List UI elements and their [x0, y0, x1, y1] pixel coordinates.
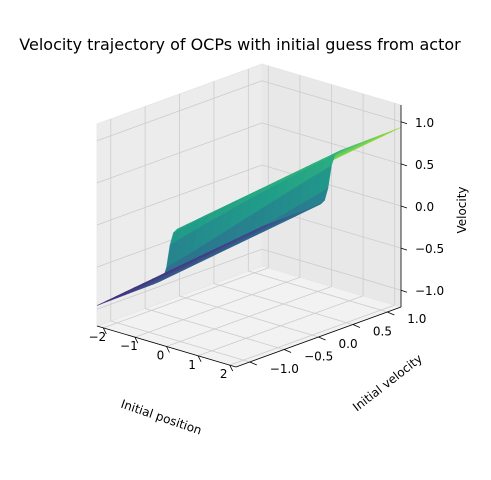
y-tick — [249, 361, 257, 366]
gridline-y — [110, 320, 250, 363]
gridline-z — [261, 122, 402, 165]
z-tick — [400, 289, 408, 293]
gridline-z — [96, 164, 263, 226]
gridline-y — [179, 295, 319, 338]
x-axis-label: Initial position — [119, 397, 204, 438]
tick-marks: −2 −1 0 1 2 −1.0 −0.5 0.0 0.5 1.0 −1.0 −0.5 0.0 0.5 1.… — [88, 116, 444, 381]
z-tick-label: 1.0 — [415, 116, 434, 130]
y-axis-label: Initial velocity — [350, 351, 425, 414]
gridline-y — [144, 308, 285, 350]
y-tick-label: 1.0 — [407, 312, 426, 326]
y-tick — [352, 324, 361, 328]
y-tick-label: 0.5 — [373, 325, 392, 339]
x-tick-label: 1 — [188, 358, 196, 372]
z-tick-label: 0.0 — [415, 200, 434, 214]
y-tick — [283, 349, 292, 353]
x-tick — [102, 327, 107, 335]
gridline-y — [248, 270, 388, 313]
chart-title: Velocity trajectory of OCPs with initial… — [19, 35, 461, 54]
z-tick-label: 0.5 — [415, 158, 434, 172]
z-tick-label: −1.0 — [415, 284, 444, 298]
z-tick — [400, 121, 408, 125]
gridline-z — [261, 164, 402, 207]
gridline-z — [261, 248, 402, 291]
gridline-y — [213, 283, 354, 325]
x-tick-label: −1 — [120, 339, 138, 353]
gridline-z — [96, 80, 263, 142]
x-tick-label: −2 — [88, 330, 106, 344]
gridline-z — [261, 80, 402, 123]
y-tick — [387, 311, 395, 316]
x-tick-label: 0 — [157, 349, 165, 363]
z-tick — [400, 163, 408, 167]
x-tick — [166, 346, 170, 353]
y-tick-label: −1.0 — [270, 362, 299, 376]
z-tick — [400, 247, 408, 251]
x-tick-label: 2 — [220, 367, 228, 381]
y-tick — [318, 336, 326, 341]
z-tick — [400, 205, 408, 209]
x-tick — [197, 355, 202, 362]
gridline-z — [96, 248, 263, 310]
y-tick-label: −0.5 — [304, 350, 333, 364]
z-tick-label: −0.5 — [415, 242, 444, 256]
z-axis-label: Velocity — [455, 186, 469, 233]
x-tick — [134, 337, 139, 344]
surface-facet — [252, 225, 266, 232]
y-tick-label: 0.0 — [339, 337, 358, 351]
gridline-z — [96, 122, 263, 184]
surface-plot — [96, 127, 402, 306]
x-tick — [229, 364, 234, 372]
